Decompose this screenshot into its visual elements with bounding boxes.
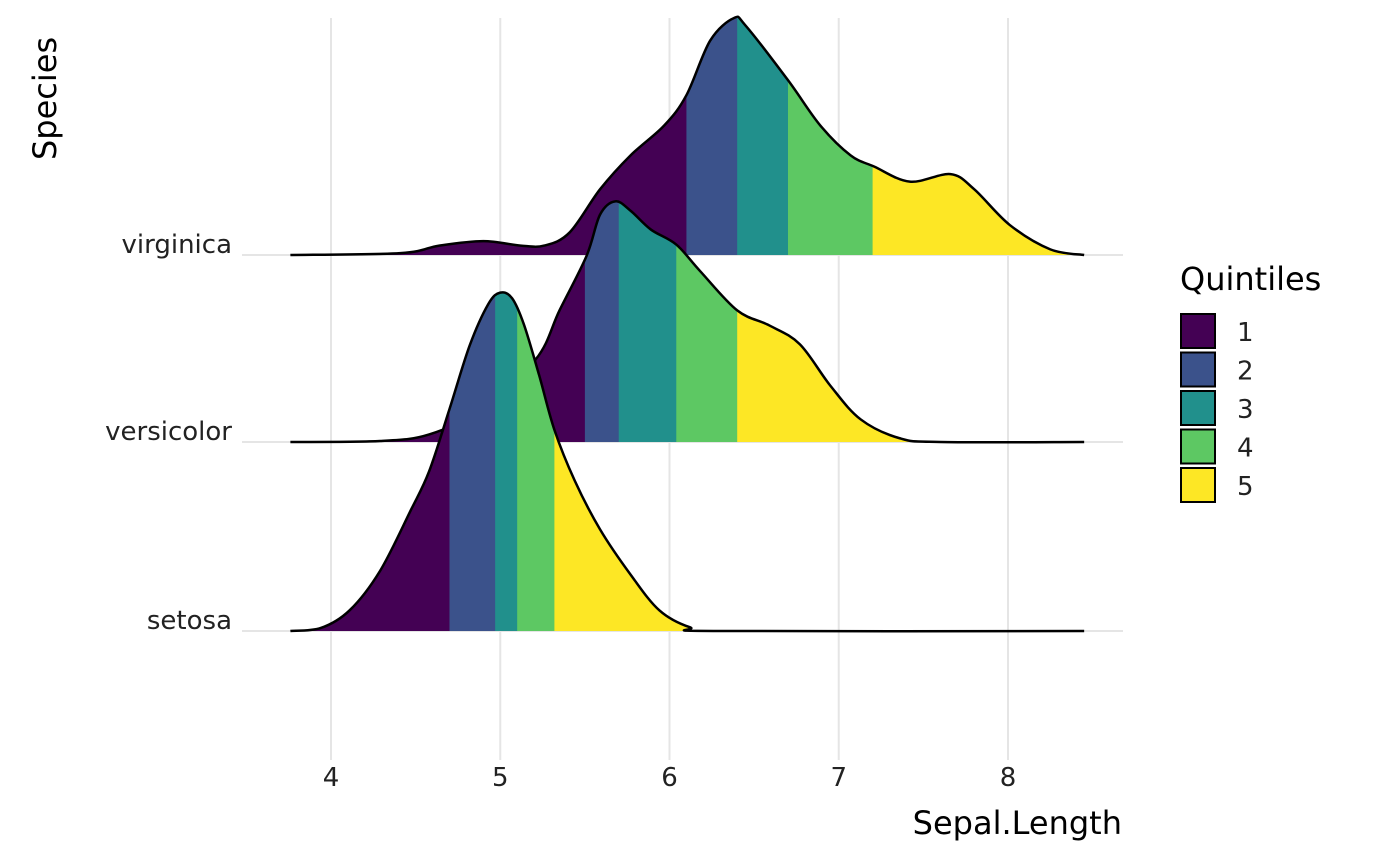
quintile-1-band — [290, 292, 450, 632]
y-tick-label: virginica — [122, 230, 233, 260]
x-tick-label: 7 — [830, 763, 847, 793]
legend-label: 1 — [1237, 318, 1254, 348]
y-axis-title: Species — [26, 37, 64, 160]
legend-key-1 — [1180, 313, 1216, 349]
x-tick-label: 5 — [492, 763, 509, 793]
y-tick-label: setosa — [147, 606, 232, 636]
legend-label: 2 — [1237, 357, 1254, 387]
legend-label: 3 — [1237, 395, 1254, 425]
x-tick-label: 8 — [1000, 763, 1017, 793]
x-tick-label: 4 — [323, 763, 340, 793]
quintile-3-band — [495, 292, 518, 632]
quintile-2-band — [449, 292, 496, 632]
legend-label: 5 — [1237, 472, 1254, 502]
x-tick-label: 6 — [661, 763, 678, 793]
legend: Quintiles 1 2 3 4 5 — [1180, 260, 1321, 503]
quintile-5-band — [872, 16, 1085, 255]
legend-title: Quintiles — [1180, 260, 1321, 298]
legend-key-4 — [1180, 428, 1216, 465]
y-axis-labels: setosa versicolor virginica — [105, 230, 232, 636]
x-axis-title: Sepal.Length — [913, 804, 1122, 842]
legend-label: 4 — [1237, 434, 1254, 464]
x-axis-ticks: 4 5 6 7 8 — [323, 763, 1017, 793]
quintile-3-band — [737, 16, 789, 255]
legend-key-5 — [1180, 467, 1216, 503]
y-tick-label: versicolor — [105, 417, 232, 447]
density-line — [290, 15, 1085, 257]
legend-key-2 — [1180, 351, 1216, 388]
quintile-4-band — [787, 16, 874, 255]
legend-key-3 — [1180, 390, 1216, 426]
density-line — [290, 291, 1085, 633]
quintile-3-band — [618, 201, 677, 443]
quintile-4-band — [517, 292, 555, 632]
